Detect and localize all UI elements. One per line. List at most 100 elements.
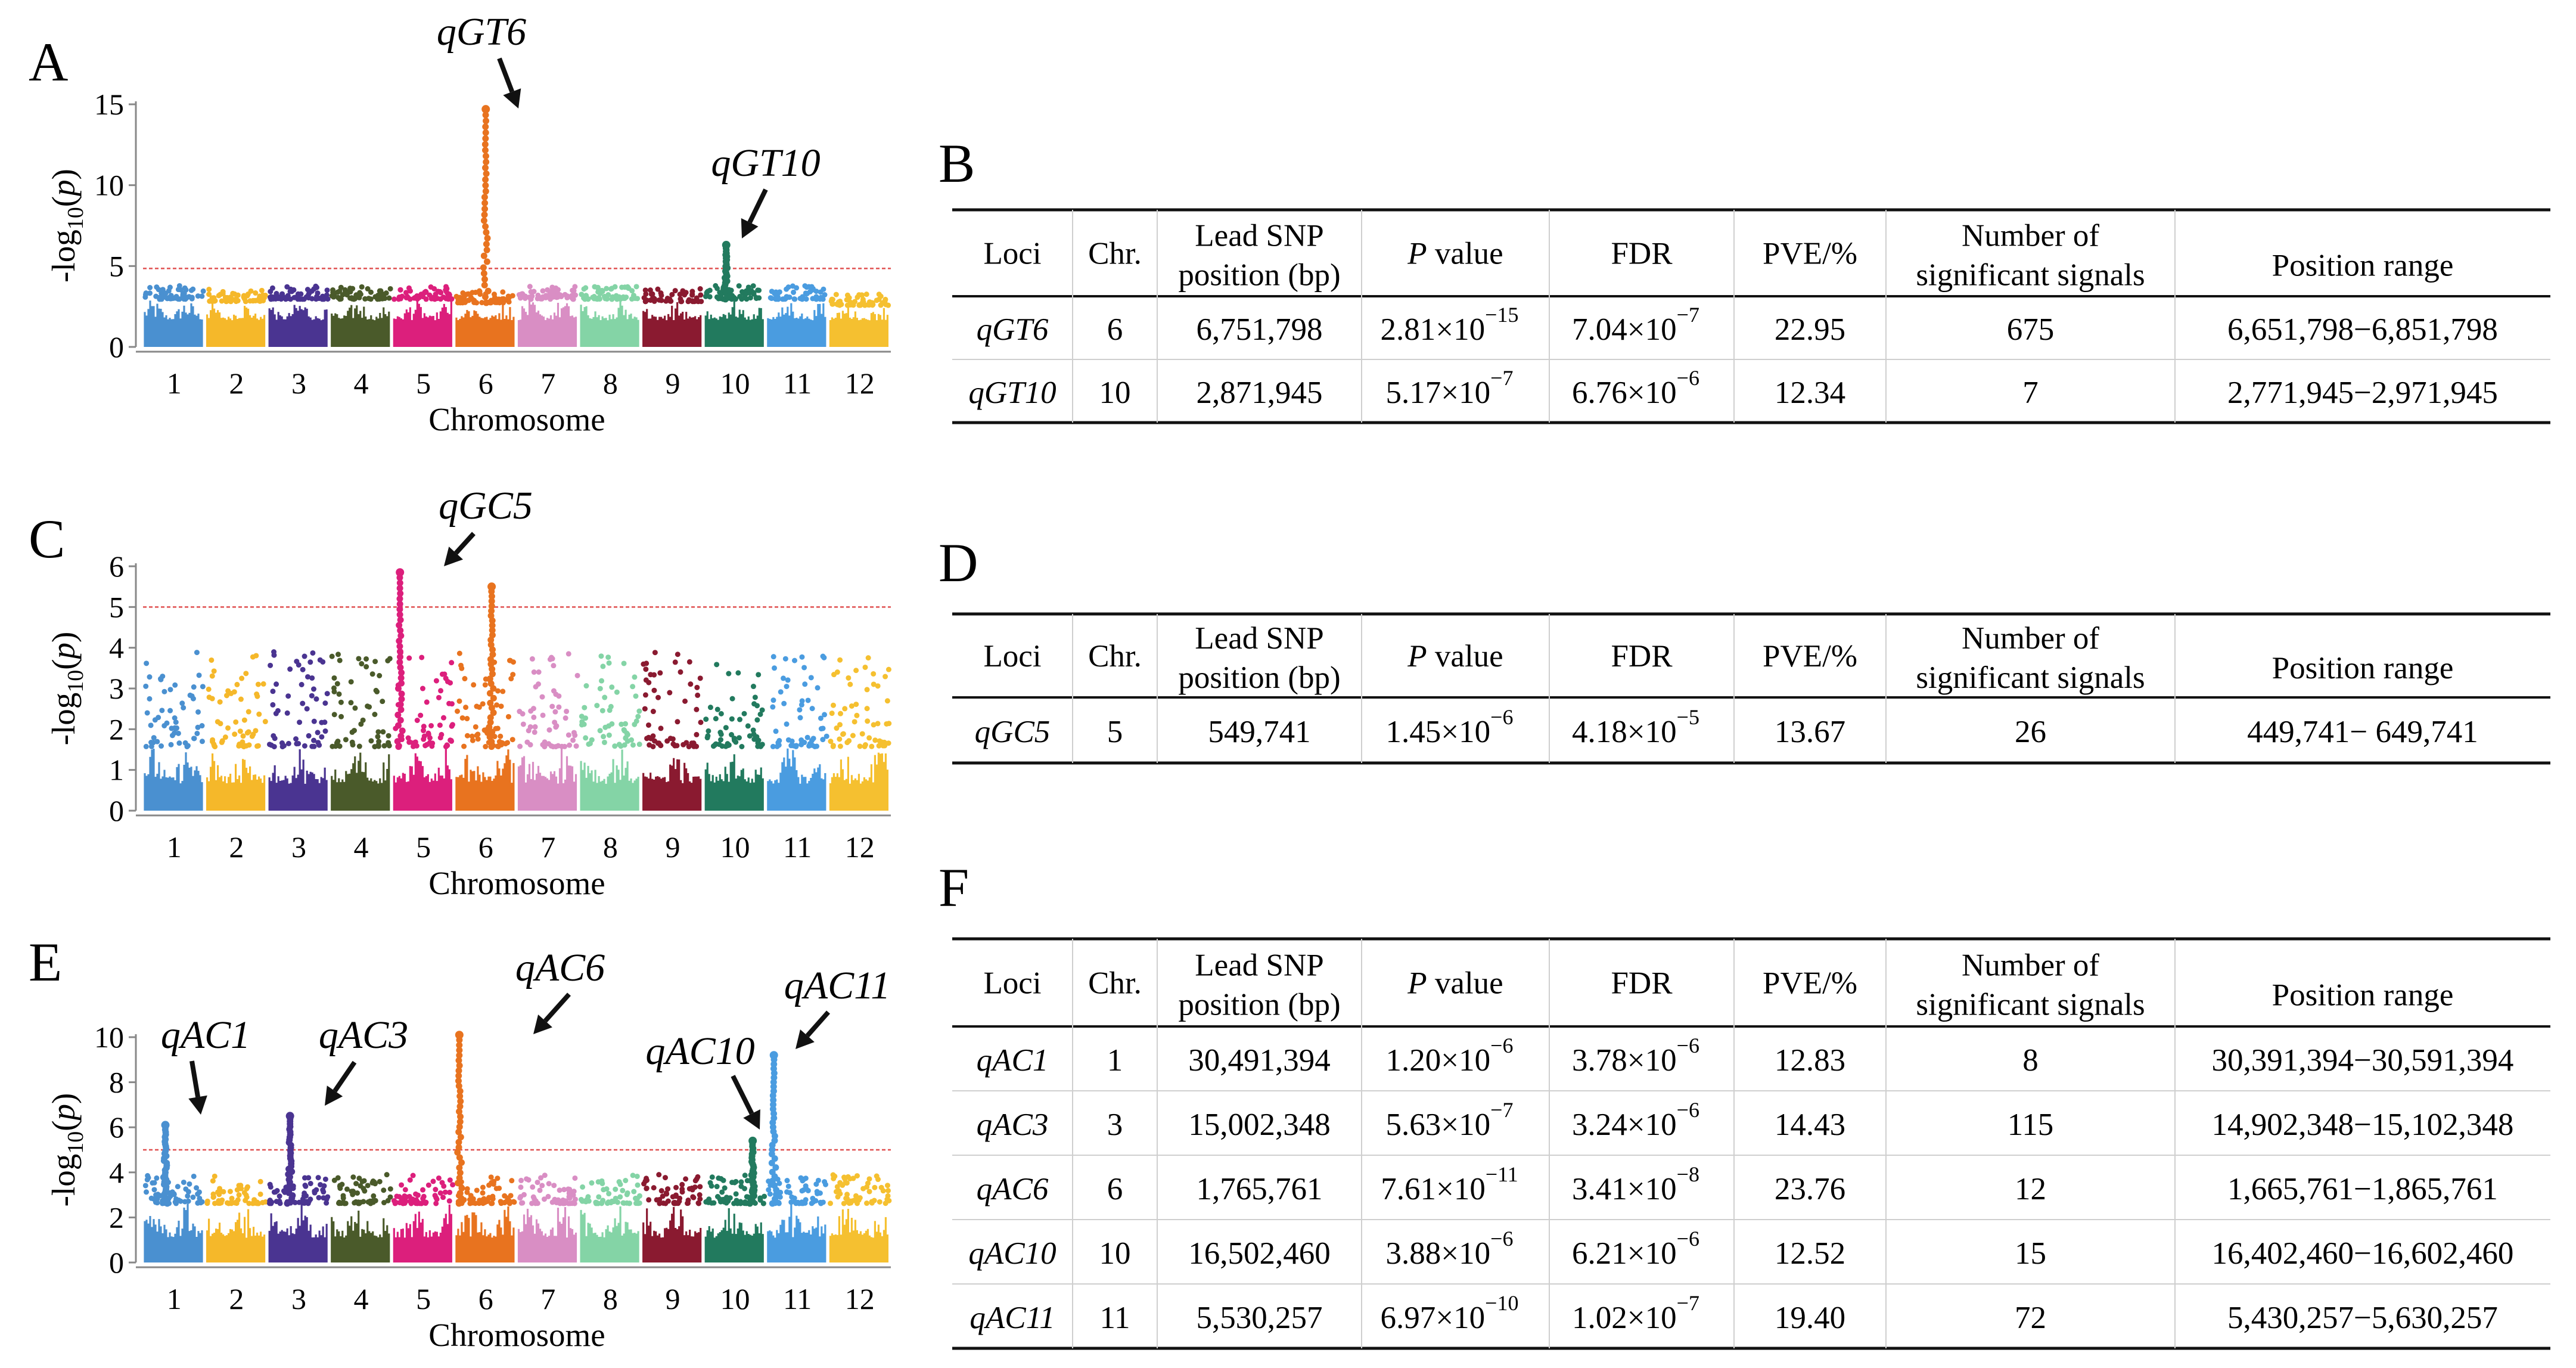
snp-point	[255, 681, 261, 687]
snp-point	[276, 1193, 282, 1199]
snp-point	[673, 1184, 679, 1190]
snp-point	[833, 291, 839, 297]
x-tick-label: 5	[416, 1282, 431, 1316]
snp-point	[294, 741, 300, 747]
snp-point	[735, 670, 741, 676]
peak-point	[394, 685, 402, 692]
snp-point	[230, 290, 236, 296]
snp-point	[582, 705, 588, 711]
snp-point	[703, 716, 709, 722]
snp-point	[309, 296, 315, 302]
snp-point	[194, 730, 200, 736]
chromosome-11-points	[767, 653, 829, 811]
snp-point	[742, 1186, 748, 1192]
snp-point	[820, 653, 826, 659]
snp-point	[442, 1189, 448, 1195]
snp-point	[268, 662, 274, 668]
table-f: Loci Chr. Lead SNP position (bp) P value FDR P…	[952, 937, 2550, 1350]
snp-point	[418, 1201, 424, 1206]
snp-point	[363, 664, 369, 670]
snp-point	[368, 1201, 374, 1206]
chromosome-8-points	[579, 284, 641, 347]
snp-point	[502, 1199, 508, 1205]
snp-point	[774, 743, 780, 749]
peak-point	[397, 590, 404, 597]
snp-point	[267, 1198, 273, 1203]
snp-point	[650, 295, 656, 301]
snp-point	[869, 743, 875, 749]
snp-point	[470, 1196, 476, 1202]
snp-point	[335, 652, 341, 657]
snp-point	[243, 743, 249, 749]
snp-point	[506, 299, 512, 305]
peak-point	[456, 1062, 463, 1069]
chromosome-5-baseline	[393, 749, 452, 811]
snp-point	[852, 299, 858, 305]
chromosome-9-baseline	[642, 1206, 702, 1262]
snp-point	[244, 730, 250, 736]
snp-point	[539, 1183, 545, 1189]
snp-point	[651, 1185, 657, 1191]
snp-point	[878, 293, 884, 299]
snp-point	[630, 742, 636, 748]
snp-point	[309, 675, 315, 681]
snp-point	[665, 1186, 671, 1192]
snp-point	[718, 296, 724, 302]
snp-point	[169, 296, 175, 302]
snp-point	[199, 293, 205, 299]
snp-point	[366, 296, 372, 302]
snp-point	[191, 736, 197, 742]
snp-point	[480, 1190, 486, 1196]
snp-point	[348, 679, 354, 685]
peak-top-point	[722, 241, 731, 250]
snp-point	[785, 677, 791, 683]
snp-point	[483, 744, 489, 750]
snp-point	[511, 1199, 517, 1205]
snp-point	[458, 662, 464, 668]
snp-point	[501, 296, 507, 302]
snp-point	[820, 1199, 826, 1205]
snp-point	[750, 684, 756, 690]
snp-point	[567, 1201, 573, 1206]
snp-point	[456, 698, 462, 704]
peak-point	[396, 585, 403, 592]
snp-point	[864, 1201, 870, 1206]
snp-point	[450, 1182, 456, 1188]
chromosome-3-points	[266, 649, 330, 811]
cell-pve: 14.43	[1775, 1108, 1845, 1142]
peak-point	[456, 1047, 463, 1054]
snp-point	[815, 685, 821, 691]
snp-point	[714, 662, 720, 668]
snp-point	[697, 675, 703, 681]
snp-point	[656, 1172, 662, 1178]
x-tick-label: 11	[783, 367, 812, 400]
snp-point	[337, 1200, 343, 1206]
snp-point	[268, 1184, 274, 1190]
snp-point	[658, 1188, 664, 1194]
cell-pve: 13.67	[1775, 715, 1845, 749]
snp-point	[302, 743, 307, 749]
snp-point	[372, 744, 378, 750]
snp-point	[349, 739, 355, 745]
snp-point	[644, 1185, 650, 1191]
snp-point	[498, 742, 504, 747]
snp-point	[490, 1193, 496, 1199]
snp-point	[159, 743, 164, 749]
chromosome-4-points	[329, 284, 393, 347]
chromosome-11-baseline	[767, 303, 826, 347]
snp-point	[562, 291, 568, 297]
snp-point	[517, 295, 523, 301]
snp-point	[853, 668, 859, 674]
x-tick-label: 1	[167, 1282, 182, 1316]
cell-chr: 5	[1107, 715, 1123, 749]
snp-point	[585, 1194, 591, 1200]
y-axis-title: -log10(p)	[45, 632, 88, 746]
snp-point	[552, 1196, 558, 1202]
cell-loci: qGT6	[977, 312, 1049, 347]
snp-point	[642, 287, 648, 293]
chromosome-7-baseline	[517, 299, 577, 347]
snp-point	[319, 734, 325, 740]
snp-point	[434, 296, 440, 302]
cell-loci: qAC11	[970, 1301, 1055, 1335]
cell-num-signals: 26	[2015, 715, 2046, 749]
